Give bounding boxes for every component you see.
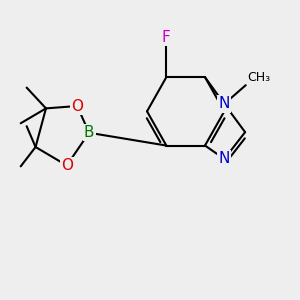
Text: N: N xyxy=(219,152,230,166)
Text: O: O xyxy=(71,98,83,113)
Text: O: O xyxy=(61,158,73,173)
Text: B: B xyxy=(84,125,94,140)
Text: N: N xyxy=(219,96,230,111)
Text: F: F xyxy=(162,30,171,45)
Text: CH₃: CH₃ xyxy=(247,71,270,84)
